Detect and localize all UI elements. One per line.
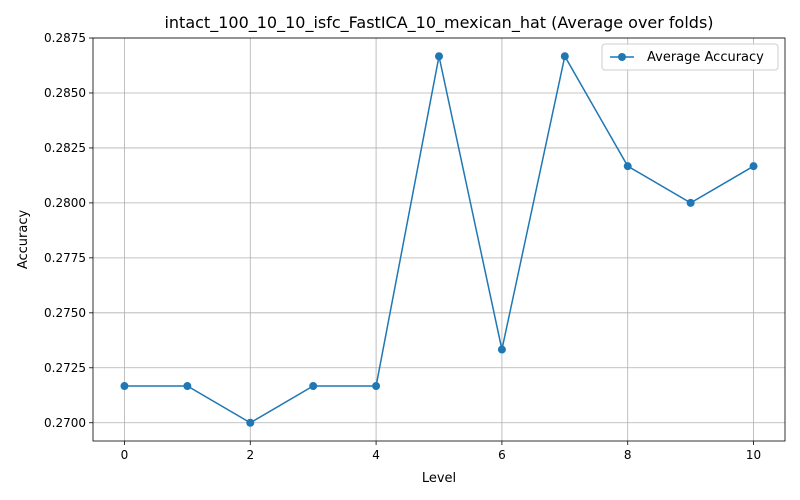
y-tick-label: 0.2850: [44, 86, 86, 100]
data-point: [749, 162, 758, 171]
plot-frame: [92, 37, 786, 442]
x-tick-label: 4: [372, 448, 380, 462]
data-point: [497, 345, 506, 354]
data-point: [372, 382, 381, 391]
data-point: [560, 52, 569, 61]
y-tick-label: 0.2825: [44, 141, 86, 155]
x-tick-label: 2: [246, 448, 254, 462]
grid: [93, 37, 785, 441]
y-tick-label: 0.2775: [44, 251, 86, 265]
y-tick-label: 0.2700: [44, 416, 86, 430]
chart-title: intact_100_10_10_isfc_FastICA_10_mexican…: [164, 13, 713, 33]
data-point: [435, 52, 443, 61]
legend-label: Average Accuracy: [647, 50, 764, 65]
y-tick-label: 0.2800: [44, 196, 86, 210]
y-tick-label: 0.2725: [44, 361, 86, 375]
series-layer: [120, 52, 758, 427]
data-point: [183, 382, 192, 391]
y-tick-label: 0.2875: [44, 31, 86, 45]
x-tick-label: 8: [624, 448, 632, 462]
x-tick-label: 10: [746, 448, 761, 462]
data-point: [309, 382, 318, 391]
y-tick-label: 0.2750: [44, 306, 86, 320]
data-point: [686, 198, 695, 207]
x-axis-ticks: 0 2 4 6 8 10: [121, 441, 761, 462]
data-point: [120, 382, 129, 391]
data-point: [623, 162, 632, 171]
legend-box: [601, 43, 779, 71]
data-point: [246, 418, 255, 427]
x-tick-label: 6: [498, 448, 506, 462]
legend-marker-swatch: [618, 53, 626, 61]
y-axis-label: Accuracy: [16, 210, 31, 270]
y-axis-ticks: 0.2700 0.2725 0.2750 0.2775 0.2800 0.2825 0.28…: [44, 31, 93, 430]
x-tick-label: 0: [121, 448, 129, 462]
legend: Average Accuracy: [601, 43, 779, 71]
x-axis-label: Level: [422, 471, 456, 486]
